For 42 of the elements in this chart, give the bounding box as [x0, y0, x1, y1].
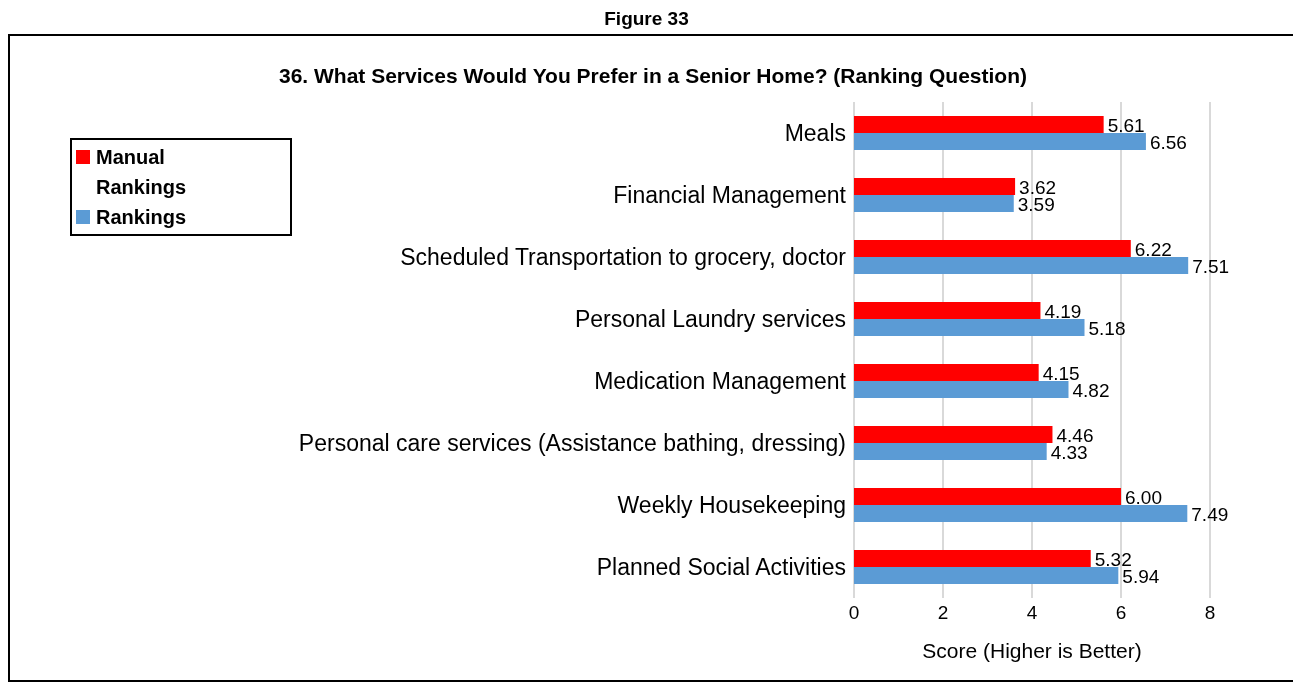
x-tick-label: 4: [1026, 602, 1038, 624]
bar: [854, 133, 1146, 150]
data-label: 4.19: [1044, 300, 1082, 322]
bar: [854, 257, 1189, 274]
y-tick-label: Meals: [784, 120, 846, 147]
text: 36. What Services Would You Prefer in a Senior Home? (Ranking Question): [278, 64, 1028, 88]
data-label: 6.00: [1125, 486, 1162, 508]
bar: [854, 443, 1047, 460]
data-label: 6.22: [1134, 238, 1172, 260]
bar: [854, 426, 1053, 443]
legend-label: Rankings: [96, 205, 188, 230]
y-tick-label: Medication Management: [594, 368, 847, 395]
bar: [854, 240, 1131, 257]
data-label: 7.49: [1191, 503, 1229, 525]
y-tick-label: Scheduled Transportation to grocery, doctor: [400, 244, 847, 271]
bar: [854, 302, 1041, 319]
bar: [854, 116, 1104, 133]
bar: [854, 567, 1119, 584]
bar: [854, 381, 1069, 398]
x-tick-label: 0: [848, 602, 860, 624]
y-tick-label: Personal Laundry services: [574, 306, 846, 333]
y-tick-label: Planned Social Activities: [596, 554, 846, 581]
x-tick-label: 2: [937, 602, 949, 624]
x-axis-title: Score (Higher is Better): [922, 639, 1142, 662]
x-tick-label: 8: [1204, 602, 1216, 624]
data-label: 7.51: [1192, 255, 1230, 277]
legend-label: Manual Rankings: [96, 145, 188, 200]
y-tick-label: Financial Management: [613, 182, 847, 209]
data-label: 5.18: [1088, 317, 1126, 339]
bar: [854, 178, 1016, 195]
x-tick-label: 6: [1115, 602, 1127, 624]
bar: [854, 195, 1014, 212]
caption: Figure 33: [603, 8, 690, 31]
bar: [854, 364, 1039, 381]
bar: [854, 550, 1091, 567]
bar: [854, 488, 1121, 505]
bar: [854, 319, 1085, 336]
bar: [854, 505, 1188, 522]
data-label: 6.56: [1149, 131, 1187, 153]
y-tick-label: Personal care services (Assistance bathing, dressing): [298, 430, 846, 457]
data-label: 5.61: [1107, 114, 1145, 136]
y-tick-label: Weekly Housekeeping: [617, 492, 846, 519]
